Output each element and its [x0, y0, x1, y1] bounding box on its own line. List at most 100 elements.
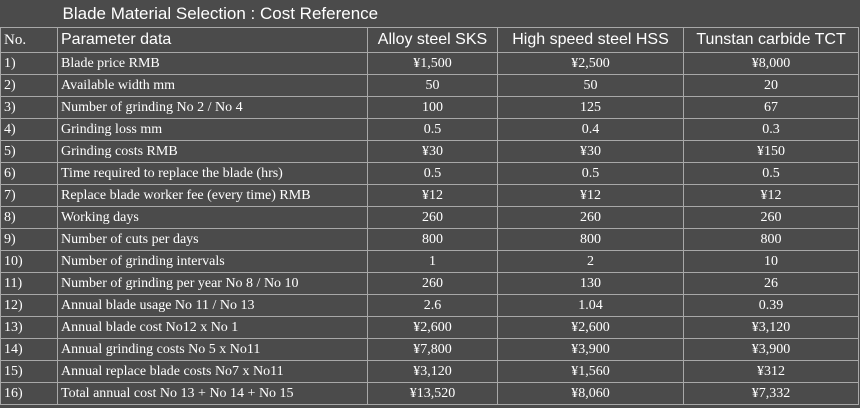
value-cell: 260 [367, 272, 498, 295]
data-row: 15) Annual replace blade costs No7 x No11… [0, 360, 860, 383]
value-cell: 50 [497, 74, 684, 97]
parameter: Time required to replace the blade (hrs) [57, 162, 368, 185]
parameter: Annual replace blade costs No7 x No11 [57, 360, 368, 383]
row-number: 15) [0, 360, 58, 383]
value-cell: 1.04 [497, 294, 684, 317]
value-cell: 800 [497, 228, 684, 251]
data-row: 5) Grinding costs RMB ¥30 ¥30 ¥150 [0, 140, 860, 163]
data-row: 2) Available width mm 50 50 20 [0, 74, 860, 97]
value-cell: Tunstan carbide TCT [682, 27, 860, 53]
data-row: 14) Annual grinding costs No 5 x No11 ¥7,8… [0, 338, 860, 361]
value-cell: 0.3 [682, 118, 860, 141]
row-number: 11) [0, 272, 58, 295]
data-row: 6) Time required to replace the blade (hr… [0, 162, 860, 185]
value-cell: High speed steel HSS [497, 27, 684, 53]
parameter: Replace blade worker fee (every time) RM… [57, 184, 368, 207]
value-cell: ¥1,500 [367, 52, 498, 75]
parameter: Annual blade usage No 11 / No 13 [57, 294, 368, 317]
value-cell: 1 [367, 250, 498, 273]
data-row: 7) Replace blade worker fee (every time) … [0, 184, 860, 207]
row-number: 10) [0, 250, 58, 273]
row-number: 4) [0, 118, 58, 141]
value-cell: ¥312 [682, 360, 860, 383]
value-cell: ¥12 [682, 184, 860, 207]
title-row: Blade Material Selection : Cost Referenc… [1, 0, 859, 28]
title: Blade Material Selection : Cost Referenc… [62, 3, 379, 23]
parameter: Annual blade cost No12 x No 1 [57, 316, 368, 339]
value-cell: 2 [497, 250, 684, 273]
value-cell: ¥3,900 [682, 338, 860, 361]
row-number: No. [0, 27, 58, 53]
data-row: 11) Number of grinding per year No 8 / No… [0, 272, 860, 295]
value-cell: ¥7,332 [682, 382, 860, 405]
parameter: Grinding loss mm [57, 118, 368, 141]
value-cell: ¥2,600 [497, 316, 684, 339]
value-cell: 2.6 [367, 294, 498, 317]
value-cell: ¥30 [497, 140, 684, 163]
value-cell: 0.5 [682, 162, 860, 185]
header-row: No. Parameter data Alloy steel SKS High spe… [0, 27, 860, 53]
parameter: Total annual cost No 13 + No 14 + No 15 [57, 382, 368, 405]
row-number: 6) [0, 162, 58, 185]
value-cell: 50 [367, 74, 498, 97]
value-cell: ¥8,000 [682, 52, 860, 75]
value-cell: ¥7,800 [367, 338, 498, 361]
value-cell: 0.4 [497, 118, 684, 141]
value-cell: 26 [682, 272, 860, 295]
value-cell: ¥12 [367, 184, 498, 207]
parameter: Number of grinding intervals [57, 250, 368, 273]
value-cell: 0.5 [497, 162, 684, 185]
value-cell: ¥3,900 [497, 338, 684, 361]
row-number: 7) [0, 184, 58, 207]
value-cell: 125 [497, 96, 684, 119]
parameter: Grinding costs RMB [57, 140, 368, 163]
value-cell: ¥13,520 [367, 382, 498, 405]
data-row: 12) Annual blade usage No 11 / No 13 2.6 1.… [0, 294, 860, 317]
parameter: Number of grinding No 2 / No 4 [57, 96, 368, 119]
value-cell: 800 [367, 228, 498, 251]
row-number: 8) [0, 206, 58, 229]
value-cell: ¥150 [682, 140, 860, 163]
value-cell: ¥12 [497, 184, 684, 207]
value-cell: 130 [497, 272, 684, 295]
data-row: 8) Working days 260 260 260 [0, 206, 860, 229]
value-cell: ¥2,600 [367, 316, 498, 339]
row-number: 12) [0, 294, 58, 317]
value-cell: 260 [367, 206, 498, 229]
value-cell: Alloy steel SKS [367, 27, 498, 53]
row-number: 5) [0, 140, 58, 163]
value-cell: ¥30 [367, 140, 498, 163]
row-number: 9) [0, 228, 58, 251]
data-row: 4) Grinding loss mm 0.5 0.4 0.3 [0, 118, 860, 141]
value-cell: 67 [682, 96, 860, 119]
data-row: 3) Number of grinding No 2 / No 4 100 125 67 [0, 96, 860, 119]
parameter: Parameter data [57, 27, 368, 53]
data-row: 9) Number of cuts per days 800 800 800 [0, 228, 860, 251]
value-cell: 0.39 [682, 294, 860, 317]
value-cell: 0.5 [367, 162, 498, 185]
parameter: Number of cuts per days [57, 228, 368, 251]
value-cell: ¥3,120 [367, 360, 498, 383]
row-number: 1) [0, 52, 58, 75]
parameter: Number of grinding per year No 8 / No 10 [57, 272, 368, 295]
value-cell: 800 [682, 228, 860, 251]
value-cell: ¥8,060 [497, 382, 684, 405]
data-row: 10) Number of grinding intervals 1 2 10 [0, 250, 860, 273]
value-cell: ¥1,560 [497, 360, 684, 383]
value-cell: 10 [682, 250, 860, 273]
parameter: Available width mm [57, 74, 368, 97]
row-number: 13) [0, 316, 58, 339]
value-cell: 0.5 [367, 118, 498, 141]
data-row: 13) Annual blade cost No12 x No 1 ¥2,600 ¥2… [0, 316, 860, 339]
value-cell: 100 [367, 96, 498, 119]
row-number: 16) [0, 382, 58, 405]
value-cell: ¥2,500 [497, 52, 684, 75]
data-row: 1) Blade price RMB ¥1,500 ¥2,500 ¥8,000 [0, 52, 860, 75]
parameter: Working days [57, 206, 368, 229]
parameter: Annual grinding costs No 5 x No11 [57, 338, 368, 361]
value-cell: 260 [682, 206, 860, 229]
data-row: 16) Total annual cost No 13 + No 14 + No … [0, 382, 860, 405]
parameter: Blade price RMB [57, 52, 368, 75]
